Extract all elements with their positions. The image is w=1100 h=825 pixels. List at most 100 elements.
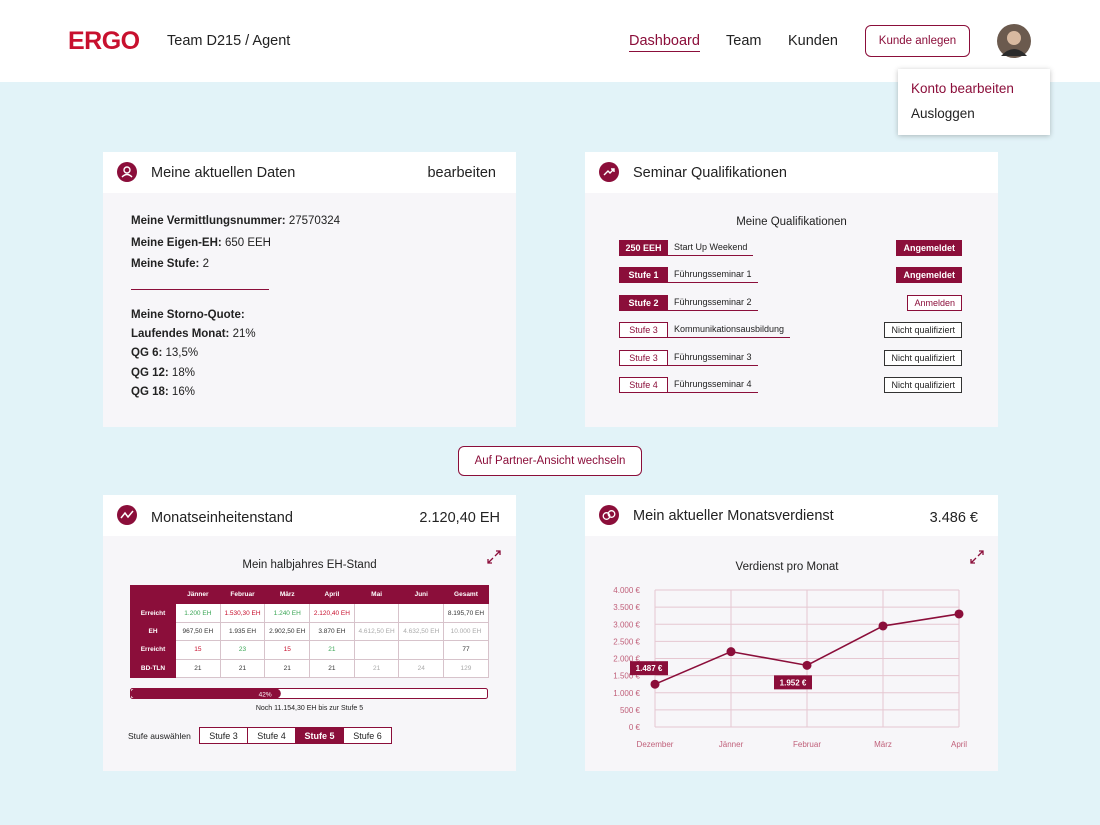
table-header-cell [130,584,176,605]
card-header: Meine aktuellen Daten bearbeiten [103,152,516,193]
line-chart: Verdienst pro Monat 0 € 500 € 1.000 € 1.500… [613,561,967,749]
badge: 250 EEH [619,240,668,256]
field-label: QG 6: [131,347,163,360]
table-cell: 2.902,50 EH [264,621,311,642]
y-tick-label: 3.000 € [613,620,640,629]
field-value: 2 [202,258,209,270]
table-cell [353,640,400,660]
badge: Stufe 2 [619,294,668,311]
expand-icon[interactable] [487,550,501,564]
level-button[interactable]: Stufe 3 [199,727,248,744]
table-cell: 967,50 EH [175,621,221,642]
field: Laufendes Monat: 21% [131,328,256,340]
units-table: Jänner Februar März April Mai Juni Gesamt Errei… [130,584,489,678]
icon [117,162,137,182]
button[interactable]: Kunde anlegen [865,25,970,57]
divider [131,289,269,290]
card-title: Seminar Qualifikationen [633,165,787,181]
nav-link[interactable]: Dashboard [629,33,700,52]
field-value: 18% [171,366,195,379]
field-value: 16% [171,385,195,398]
y-tick-label: 4.000 € [613,586,640,595]
seminar-name: Führungsseminar 4 [668,377,758,393]
point [954,609,964,619]
card-header: Mein aktueller Monatsverdienst 3.486 € [585,495,998,536]
table-cell [398,603,445,623]
field: QG 18: 16% [131,386,195,398]
table-cell: EH [130,621,176,642]
table-cell: 21 [309,658,355,678]
icon [599,505,619,525]
level-button[interactable]: Stufe 6 [343,727,392,744]
card-total: 3.486 € [929,510,978,526]
point [878,621,888,631]
field: Meine Eigen-EH: 650 EEH [131,237,271,249]
level-button[interactable]: Stufe 4 [247,727,296,744]
point [650,679,660,689]
team-label: Team D215 / Agent [167,33,291,49]
subtitle: Mein halbjahres EH-Stand [242,559,377,571]
field-label: Meine Eigen-EH: [131,236,222,249]
card-title: Monatseinheitenstand [151,510,293,526]
table-cell: Erreicht [130,640,176,660]
status-button: Angemeldet [896,267,962,284]
x-tick-label: Februar [793,740,821,749]
progress: 42% [130,688,488,699]
menu-item[interactable]: Ausloggen [911,106,975,121]
field: QG 12: 18% [131,367,195,379]
level-button[interactable]: Stufe 5 [295,727,344,744]
card-title: Mein aktueller Monatsverdienst [633,508,834,524]
seminar-name: Führungsseminar 1 [668,267,758,284]
table-row: BD-TLN 21 21 21 21 21 24 129 [130,658,489,678]
header: ERGO Team D215 / Agent Dashboard Team Ku… [0,0,1100,82]
x-tick-label: Dezember [637,740,674,749]
table-cell: 21 [264,658,311,678]
units-card: Monatseinheitenstand 2.120,40 EH Mein ha… [103,495,516,771]
table-cell: 23 [219,640,266,660]
y-tick-label: 3.500 € [613,603,640,612]
point [726,647,736,657]
status-button[interactable]: Anmelden [907,294,962,311]
table-header-row: Jänner Februar März April Mai Juni Gesamt [130,584,489,605]
nav-link[interactable]: Kunden [788,33,838,49]
status-button: Nicht qualifiziert [884,349,962,366]
progress-label: 42% [259,692,272,699]
field-label: Laufendes Monat: [131,328,230,340]
icon [117,505,137,525]
badge: Stufe 1 [619,267,668,284]
table-cell [398,640,445,660]
seminar-name: Führungsseminar 2 [668,295,758,311]
field-value: 13,5% [165,347,199,360]
table-row: Erreicht 1.200 EH 1.530,30 EH 1.240 EH 2.120… [130,603,489,623]
table-cell [353,603,400,623]
nav-link[interactable]: Team [726,33,762,49]
table-cell: 1.935 EH [219,621,266,642]
field: QG 6: 13,5% [131,347,198,359]
annotation: 1.952 € [780,678,807,687]
table-header-cell: Jänner [175,584,221,605]
table-cell: 2.120,40 EH [309,603,355,623]
data-card: Meine aktuellen Daten bearbeiten Meine S… [103,152,516,427]
expand-icon[interactable] [970,550,984,564]
logo[interactable]: ERGO [68,27,140,55]
subtitle: Meine Qualifikationen [736,216,847,228]
table-header-cell: Juni [398,584,445,605]
switch-button[interactable]: Auf Partner-Ansicht wechseln [458,446,642,476]
table-cell: 1.200 EH [175,603,221,623]
seminar-card: Seminar Qualifikationen Meine Qualifikat… [585,152,998,427]
table-cell: Erreicht [130,603,176,623]
table-cell: 21 [175,658,221,678]
card-title: Meine aktuellen Daten [151,165,296,181]
table-cell: 21 [309,640,355,660]
avatar[interactable] [997,24,1031,58]
table-cell: 24 [398,658,445,678]
menu-item[interactable]: Konto bearbeiten [911,81,1014,96]
progress-fill [130,688,281,699]
edit-link[interactable]: bearbeiten [427,165,496,181]
table-cell: 8.195,70 EH [443,603,489,623]
table-cell: 4.612,50 EH [353,621,400,642]
field-label: Meine Vermittlungsnummer: [131,215,286,227]
table-cell: 77 [443,640,489,660]
status-button: Nicht qualifiziert [884,322,962,339]
